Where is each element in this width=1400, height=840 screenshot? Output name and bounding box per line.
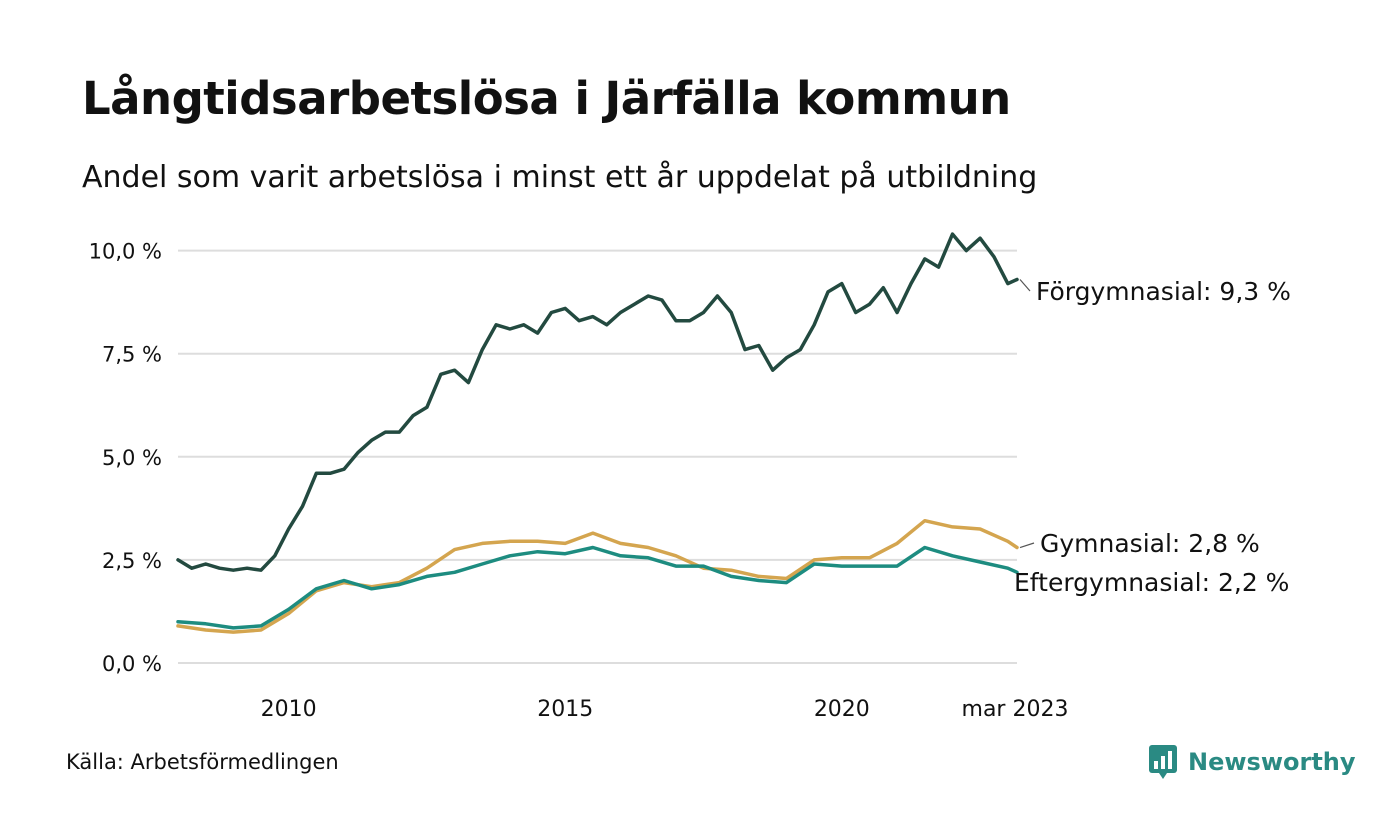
- x-tick-label: mar 2023: [962, 697, 1069, 722]
- y-tick-label: 7,5 %: [102, 343, 162, 367]
- source-note: Källa: Arbetsförmedlingen: [66, 750, 339, 774]
- x-tick-label: 2020: [814, 697, 870, 722]
- brand-name: Newsworthy: [1188, 748, 1356, 776]
- series-lines: [176, 232, 1019, 634]
- y-tick-label: 5,0 %: [102, 446, 162, 470]
- series-line-förgymnasial: [176, 232, 1019, 572]
- series-end-labels: Förgymnasial: 9,3 % Gymnasial: 2,8 % Efter…: [1014, 277, 1291, 597]
- y-tick-label: 10,0 %: [89, 240, 162, 264]
- chart-subtitle: Andel som varit arbetslösa i minst ett å…: [82, 160, 1038, 195]
- label-leader-line: [1019, 279, 1031, 292]
- bar-chart-speech-bubble-icon: [1149, 745, 1177, 779]
- y-axis-tick-labels: 0,0 % 2,5 % 5,0 % 7,5 % 10,0 %: [89, 240, 162, 676]
- series-line-gymnasial: [176, 518, 1019, 634]
- x-tick-label: 2015: [537, 697, 593, 722]
- series-end-label-förgymnasial: Förgymnasial: 9,3 %: [1036, 277, 1291, 306]
- x-tick-label: 2010: [261, 697, 317, 722]
- series-end-label-eftergymnasial: Eftergymnasial: 2,2 %: [1014, 568, 1289, 597]
- series-line-eftergymnasial: [176, 545, 1019, 630]
- brand-logo[interactable]: Newsworthy: [1148, 742, 1356, 782]
- label-leader-line: [1019, 542, 1035, 549]
- series-end-label-gymnasial: Gymnasial: 2,8 %: [1040, 529, 1260, 558]
- gridlines: [178, 249, 1017, 664]
- chart-title: Långtidsarbetslösa i Järfälla kommun: [82, 72, 1011, 125]
- x-axis-tick-labels: 2010 2015 2020 mar 2023: [261, 697, 1069, 722]
- y-tick-label: 0,0 %: [102, 652, 162, 676]
- y-tick-label: 2,5 %: [102, 549, 162, 573]
